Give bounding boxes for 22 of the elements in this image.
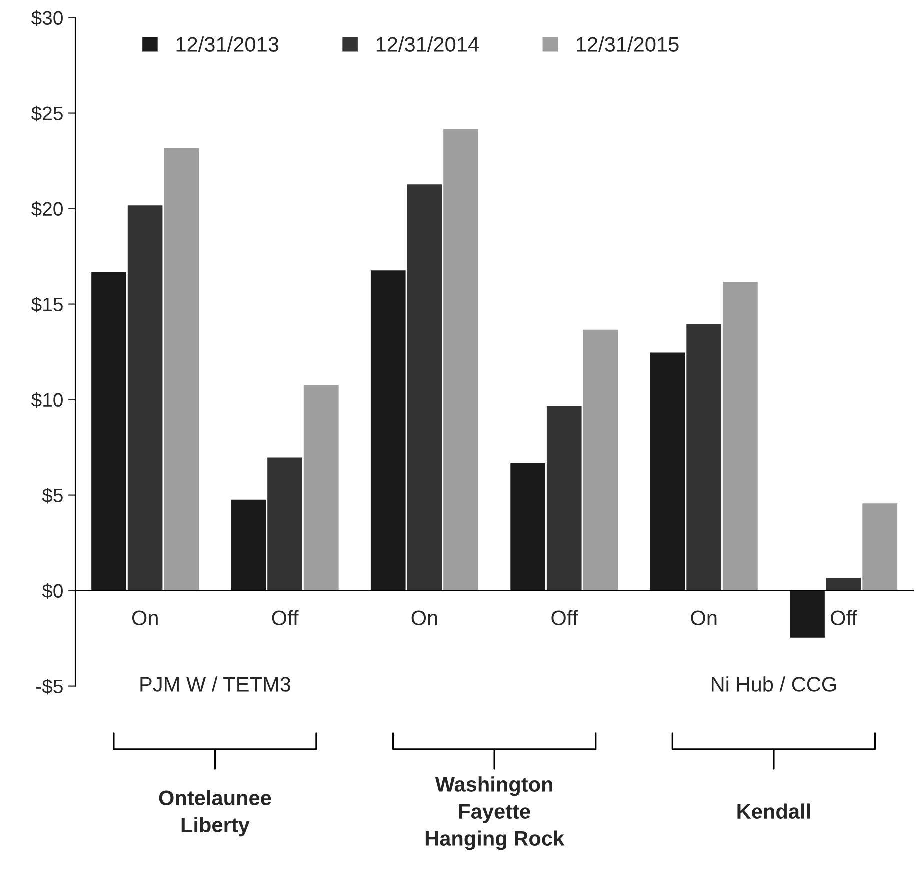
y-tick-label: $20 xyxy=(31,201,63,218)
legend-label: 12/31/2014 xyxy=(376,36,479,52)
annotation: Ni Hub / CCG xyxy=(712,676,836,692)
y-tick-label: $30 xyxy=(31,10,63,26)
y-tick-label: -$5 xyxy=(36,678,63,695)
y-tick-label: $10 xyxy=(31,392,63,408)
y-tick-label: $15 xyxy=(31,296,63,313)
x-tick-label: On xyxy=(132,610,158,626)
y-tick-label: $5 xyxy=(42,488,63,504)
legend-label: 12/31/2015 xyxy=(576,36,679,52)
text: Washington Fayette Hanging Rock xyxy=(426,776,565,850)
x-tick-label: Off xyxy=(552,610,578,626)
text: Ontelaunee Liberty xyxy=(159,790,272,837)
y-tick-label: $0 xyxy=(42,583,63,600)
x-tick-label: On xyxy=(412,610,438,626)
legend-label: 12/31/2013 xyxy=(176,36,279,52)
annotation: PJM W / TETM3 xyxy=(140,676,290,692)
x-tick-label: Off xyxy=(831,610,858,626)
x-tick-label: Off xyxy=(272,610,299,626)
y-tick-label: $25 xyxy=(31,106,63,122)
text: Kendall xyxy=(738,804,810,820)
x-tick-label: On xyxy=(691,610,717,626)
